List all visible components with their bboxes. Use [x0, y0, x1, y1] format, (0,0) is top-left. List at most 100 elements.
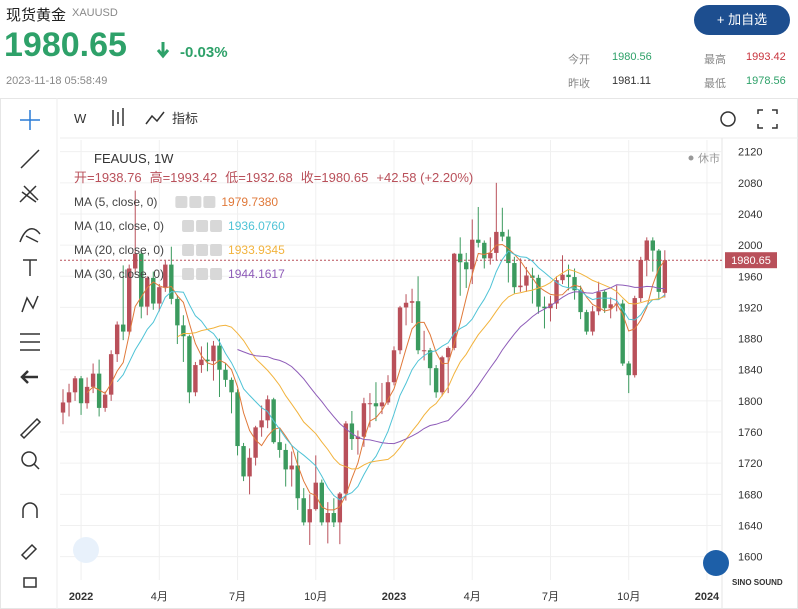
chart-type-button[interactable] [112, 108, 124, 126]
candle-body [265, 399, 270, 421]
candle-body [385, 382, 391, 403]
candle-body [373, 403, 379, 407]
candle-body [458, 253, 463, 263]
candle-body [205, 359, 210, 362]
stat-value: 1980.56 [612, 51, 652, 63]
indicator-button [196, 268, 209, 280]
add-watchlist-button[interactable]: + 加自选 [694, 5, 790, 35]
candle-body [247, 457, 252, 477]
candle-body [608, 304, 613, 309]
candle-body [199, 359, 204, 366]
y-tick-label: 1600 [738, 552, 762, 564]
chart-logo [73, 537, 99, 563]
candle-body [102, 394, 108, 408]
indicator-value: 1936.0760 [228, 219, 285, 233]
candle-body [84, 386, 90, 404]
logo [703, 550, 729, 576]
candle-body [319, 482, 324, 523]
last-price-label: 1980.65 [731, 255, 771, 267]
candle-body [427, 350, 433, 369]
x-tick-label: 7月 [542, 591, 559, 603]
candle-body [470, 239, 475, 270]
indicator-value: 1944.1617 [228, 267, 285, 281]
candle-body [78, 378, 84, 404]
candle-body [259, 420, 264, 428]
crosshair-tool[interactable] [20, 110, 40, 130]
y-tick-label: 1920 [738, 302, 762, 314]
candle-body [66, 392, 72, 403]
y-tick-label: 2000 [738, 240, 762, 252]
line-tool[interactable] [20, 149, 40, 169]
candle-body [157, 287, 162, 304]
stat-label: 今开 [568, 54, 590, 66]
ohlc-label: 开=1938.76 [74, 170, 142, 185]
settings-button[interactable] [720, 111, 736, 127]
ohlc-label: 高=1993.42 [150, 170, 218, 185]
candle-body [139, 253, 144, 307]
text-tool[interactable] [23, 259, 37, 276]
candle-body [349, 423, 355, 440]
y-tick-label: 2080 [738, 178, 762, 190]
candle-body [524, 275, 529, 286]
x-tick-label: 2023 [382, 591, 406, 603]
candle-body [439, 357, 445, 393]
y-tick-label: 2120 [738, 147, 762, 159]
candle-body [403, 302, 409, 308]
ruler-tool[interactable] [19, 417, 42, 440]
candle-body [421, 350, 427, 352]
indicator-value: 1979.7380 [221, 195, 278, 209]
candle-body [241, 446, 246, 477]
indicator-button [210, 244, 223, 256]
candle-body [506, 236, 511, 264]
asset-symbol: XAUUSD [72, 7, 118, 19]
ma-line [237, 284, 665, 445]
asset-name: 现货黄金 [6, 7, 67, 24]
candle-body [620, 303, 625, 364]
candle-body [482, 242, 487, 259]
interval-button[interactable]: W [74, 111, 87, 126]
candle-body [114, 324, 120, 355]
indicator-button [182, 220, 195, 232]
y-tick-label: 1960 [738, 271, 762, 283]
candle-body [133, 253, 138, 269]
candle-body [590, 311, 595, 332]
stat-value: 1981.11 [612, 75, 651, 87]
indicator-button [203, 196, 216, 208]
status-dot [688, 155, 694, 161]
drawing-toolbar [19, 110, 42, 588]
candle-body [193, 365, 198, 393]
candle-body [638, 259, 643, 299]
stat-label: 最高 [704, 54, 726, 66]
back-tool[interactable] [20, 370, 38, 384]
candle-body [307, 509, 312, 523]
last-price-tag [725, 252, 777, 269]
indicator-button [182, 244, 195, 256]
lock-tool[interactable] [23, 577, 37, 588]
candle-body [175, 298, 180, 326]
candle-body [72, 378, 78, 393]
candle-body [295, 465, 300, 499]
candle-body [451, 253, 457, 348]
measure-tool[interactable] [20, 333, 40, 351]
indicators-button[interactable]: 指标 [172, 111, 198, 126]
candle-body [578, 290, 583, 313]
zoom-tool[interactable] [21, 451, 37, 467]
candle-body [229, 379, 234, 393]
lock-draw-tool[interactable] [20, 543, 38, 561]
y-tick-label: 1840 [738, 365, 762, 377]
fib-tool[interactable] [19, 185, 39, 203]
brush-tool[interactable] [19, 228, 41, 243]
candle-body [397, 307, 403, 351]
fullscreen-button[interactable] [757, 109, 778, 129]
candle-body [379, 402, 385, 407]
price: 1980.65 [4, 26, 127, 64]
pattern-tool[interactable] [21, 295, 39, 313]
candle-body [650, 240, 655, 251]
y-tick-label: 1720 [738, 458, 762, 470]
ma-line [177, 268, 665, 470]
candle-body [60, 402, 66, 413]
magnet-tool[interactable] [22, 502, 38, 518]
candle-body [433, 368, 439, 393]
